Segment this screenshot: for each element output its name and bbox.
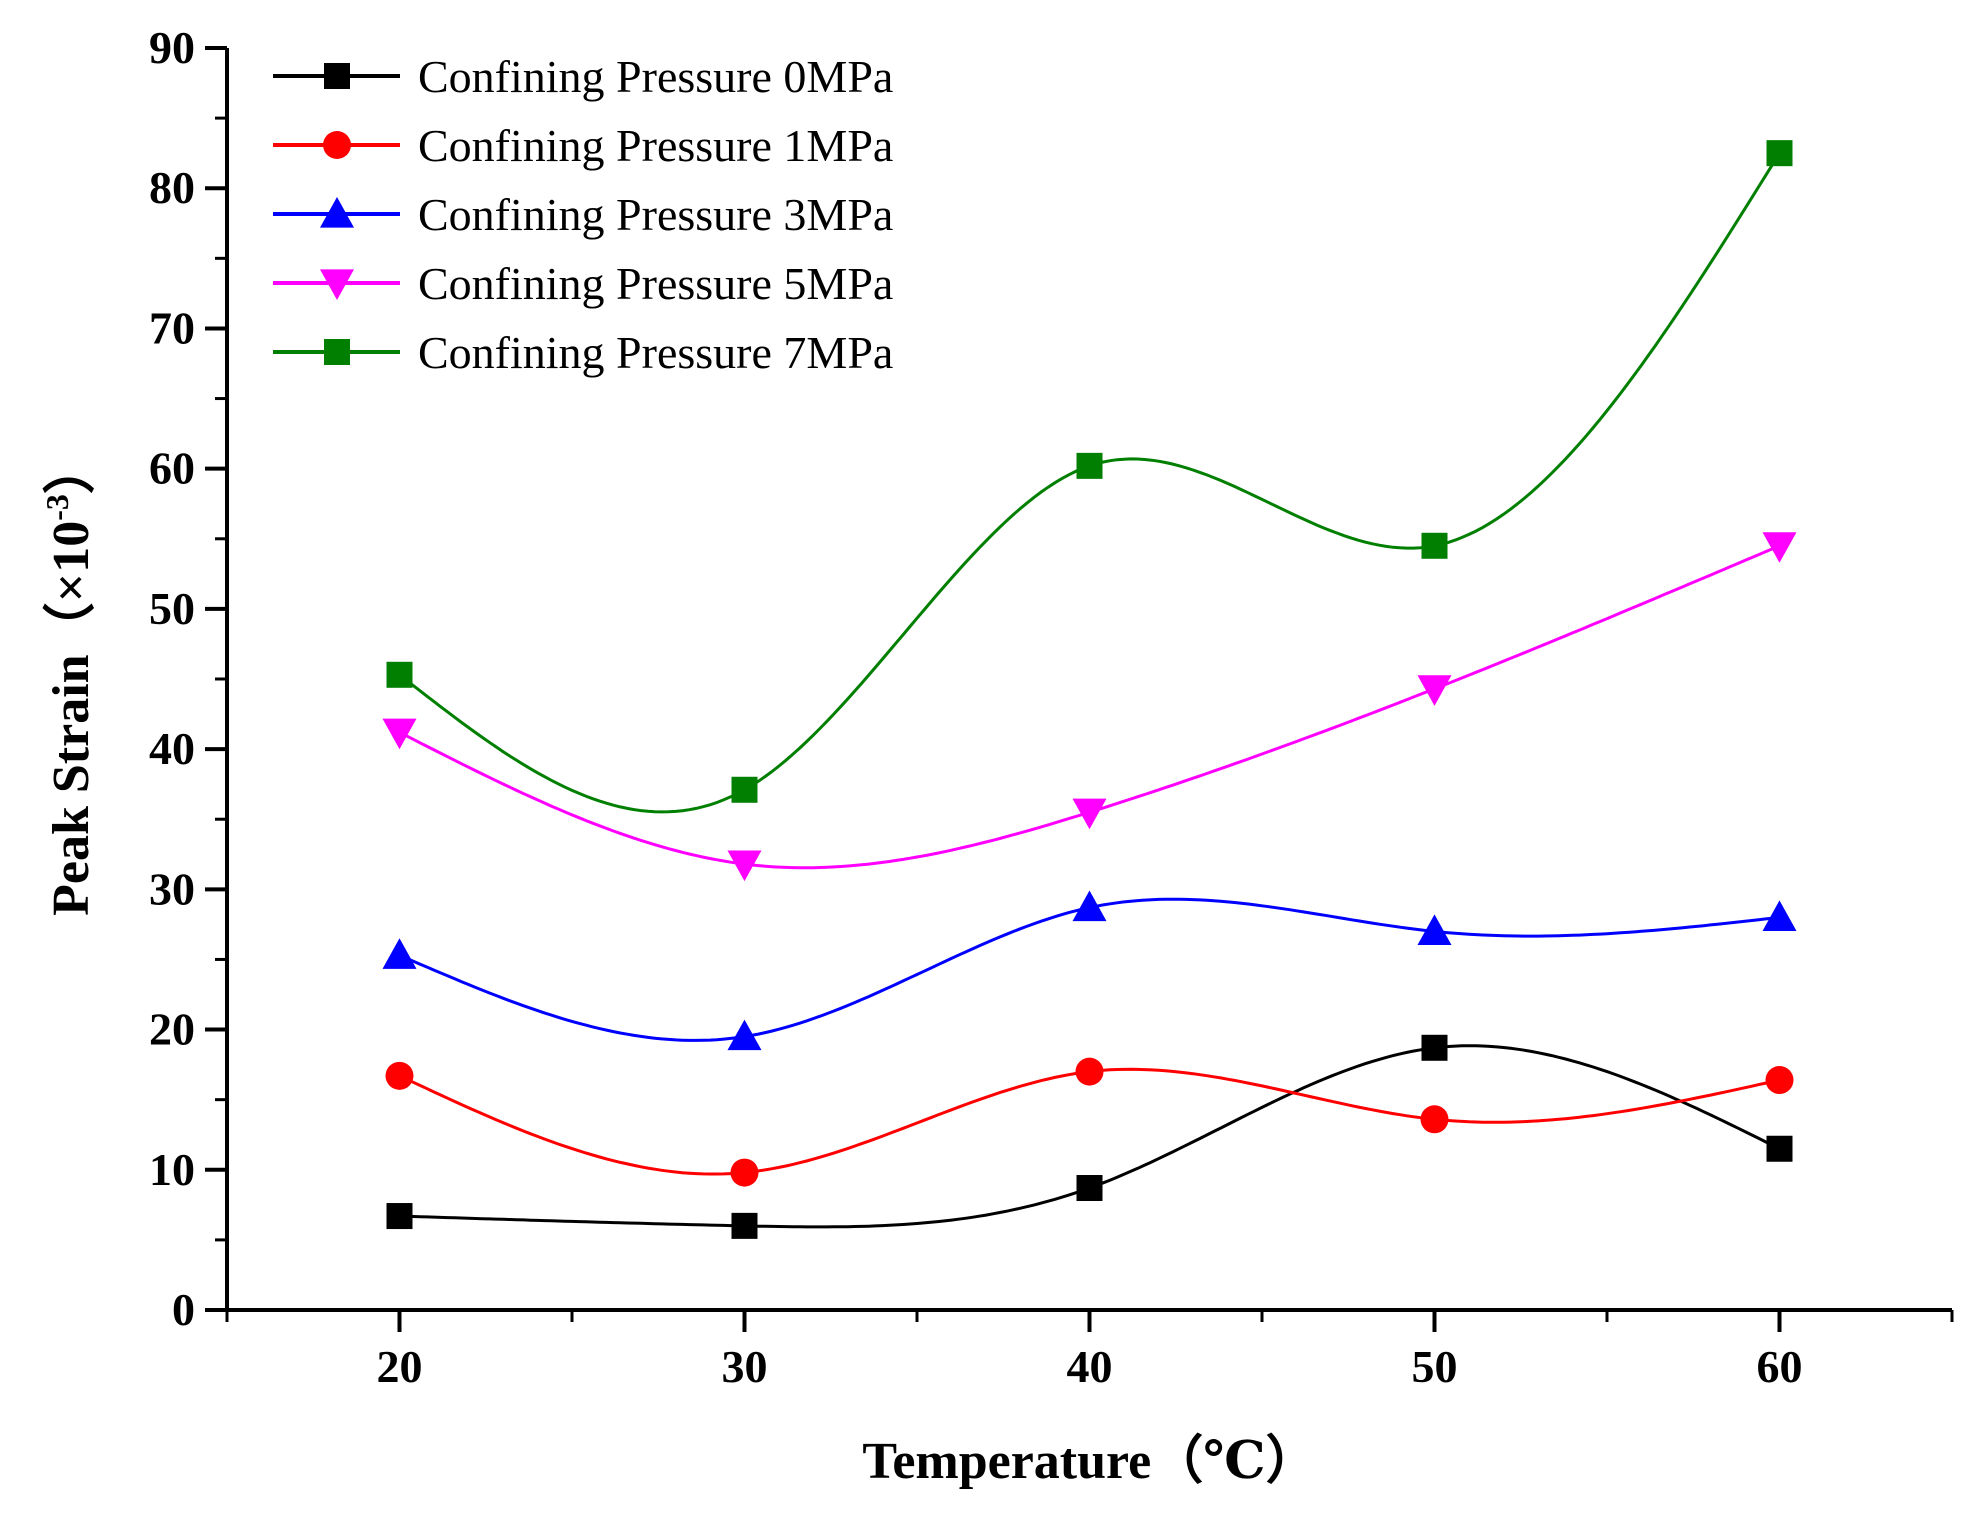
series-1-point xyxy=(1075,1057,1104,1086)
y-tick-label: 80 xyxy=(149,162,195,213)
legend-marker xyxy=(320,197,354,228)
y-tick-label: 30 xyxy=(149,863,195,914)
x-tick-label: 40 xyxy=(1067,1341,1113,1392)
series-3-point xyxy=(382,718,417,750)
series-3-point xyxy=(1762,532,1797,563)
y-ticks: 0 10 20 30 40 50 60 70 80 90 xyxy=(149,22,227,1335)
series-0-point xyxy=(731,1212,758,1239)
x-ticks: 20 30 40 50 60 xyxy=(225,1310,1954,1392)
legend-label: Confining Pressure 0MPa xyxy=(418,51,893,102)
series-2-point xyxy=(727,1019,762,1051)
data-markers xyxy=(382,140,1797,1239)
y-tick-label: 40 xyxy=(149,723,195,774)
series-4-point xyxy=(731,776,758,803)
y-axis-title-main: Peak Strain（×10 xyxy=(42,521,100,916)
series-3-point xyxy=(727,850,762,882)
y-tick-label: 0 xyxy=(172,1284,195,1335)
legend-label: Confining Pressure 3MPa xyxy=(418,189,893,240)
y-axis-title: Peak Strain（×10-3） xyxy=(39,442,100,916)
x-tick-label: 20 xyxy=(377,1341,423,1392)
series-4-curve xyxy=(398,152,1781,814)
y-axis-title-sup: -3 xyxy=(39,494,75,521)
y-axis-title-close: ） xyxy=(42,442,100,494)
series-1-point xyxy=(385,1061,414,1090)
series-0-point xyxy=(386,1203,413,1230)
x-axis-title: Temperature（℃） xyxy=(862,1432,1317,1490)
y-tick-label: 10 xyxy=(149,1144,195,1195)
x-tick-label: 30 xyxy=(722,1341,768,1392)
legend-label: Confining Pressure 7MPa xyxy=(418,327,893,378)
series-3-point xyxy=(1072,798,1107,830)
series-4-point xyxy=(1766,140,1793,167)
legend-marker xyxy=(320,269,354,300)
series-2-point xyxy=(1072,890,1107,922)
x-tick-label: 50 xyxy=(1412,1341,1458,1392)
series-0-point xyxy=(1076,1175,1103,1202)
y-tick-label: 20 xyxy=(149,1004,195,1055)
series-1-point xyxy=(730,1158,759,1187)
legend-label: Confining Pressure 1MPa xyxy=(418,120,893,171)
series-2-point xyxy=(1417,914,1452,945)
series-4-point xyxy=(1076,452,1103,479)
legend-label: Confining Pressure 5MPa xyxy=(418,258,893,309)
series-4-point xyxy=(1421,532,1448,559)
y-tick-label: 90 xyxy=(149,22,195,73)
series-2-point xyxy=(382,938,417,969)
series-1-point xyxy=(1765,1066,1794,1095)
y-tick-label: 50 xyxy=(149,583,195,634)
series-0-point xyxy=(1766,1135,1793,1162)
series-1-point xyxy=(1420,1105,1449,1134)
legend-marker xyxy=(324,339,350,365)
x-tick-label: 60 xyxy=(1757,1341,1803,1392)
series-0-point xyxy=(1421,1034,1448,1061)
legend: Confining Pressure 0MPa Confining Pressur… xyxy=(273,51,893,378)
series-2-point xyxy=(1762,900,1797,931)
y-tick-label: 70 xyxy=(149,302,195,353)
series-4-point xyxy=(386,661,413,688)
series-3-point xyxy=(1417,675,1452,706)
legend-marker xyxy=(324,63,350,89)
legend-marker xyxy=(323,131,351,159)
y-tick-label: 60 xyxy=(149,443,195,494)
